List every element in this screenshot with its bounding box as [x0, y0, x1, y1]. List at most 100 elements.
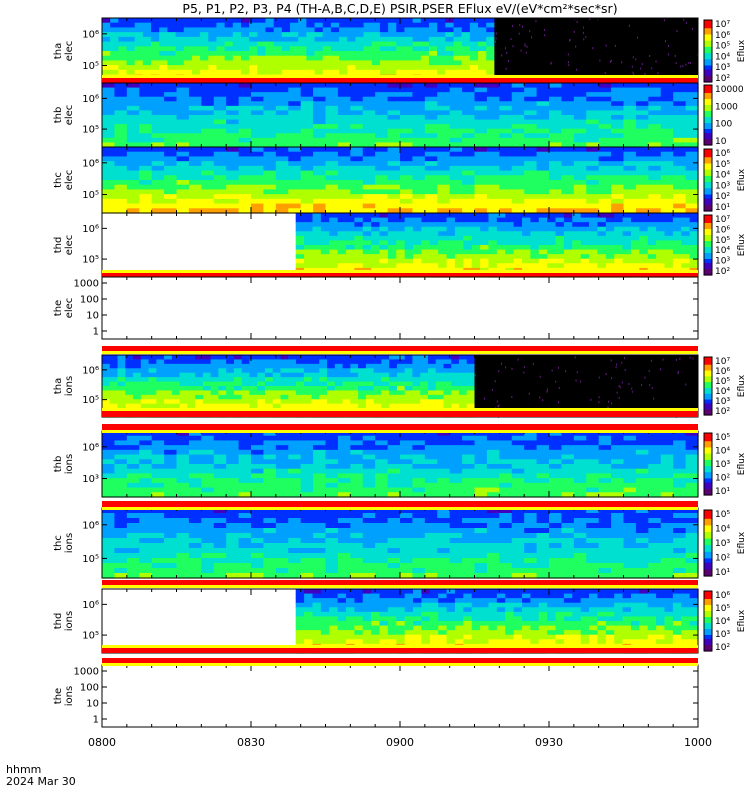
noise-speck — [491, 388, 493, 391]
heatmap-cell — [536, 478, 550, 484]
heatmap-cell — [421, 235, 431, 242]
heatmap-cell — [304, 213, 314, 219]
heatmap-cell — [549, 156, 563, 162]
heatmap-cell — [420, 403, 429, 409]
heatmap-cell — [118, 46, 128, 52]
heatmap-cell — [303, 372, 313, 378]
heatmap-cell — [226, 156, 240, 162]
heatmap-cell — [139, 96, 153, 102]
heatmap-cell — [365, 359, 375, 365]
noise-speck — [621, 361, 623, 364]
heatmap-cell — [325, 96, 339, 102]
heatmap-cell — [125, 359, 134, 365]
heatmap-cell — [480, 226, 490, 232]
heatmap-cell — [213, 478, 227, 484]
heatmap-cell — [611, 147, 625, 153]
heatmap-cell — [389, 355, 398, 361]
noise-speck — [569, 38, 571, 41]
heatmap-cell — [273, 22, 283, 29]
heatmap-cell — [313, 156, 327, 162]
heatmap-cell — [454, 231, 464, 237]
heatmap-cell — [226, 513, 240, 519]
heatmap-cell — [102, 386, 111, 392]
heatmap-cell — [249, 65, 258, 71]
heatmap-cell — [126, 180, 140, 186]
heatmap-cell — [387, 184, 401, 191]
heatmap-cell — [126, 175, 140, 181]
heatmap-cell — [373, 390, 382, 396]
heatmap-cell — [272, 403, 282, 409]
heatmap-cell — [673, 478, 687, 484]
heatmap-cell — [660, 156, 674, 162]
heatmap-cell — [303, 386, 313, 392]
heatmap-cell — [311, 359, 320, 365]
noise-speck — [557, 366, 559, 369]
colorbar-segment — [704, 101, 712, 104]
heatmap-cell — [288, 124, 302, 130]
heatmap-cell — [605, 249, 615, 255]
heatmap-cell — [421, 213, 431, 219]
heatmap-cell — [233, 394, 243, 400]
heatmap-cell — [424, 431, 438, 437]
noise-speck — [592, 47, 594, 50]
heatmap-cell — [461, 27, 471, 33]
heatmap-cell — [437, 175, 451, 181]
heatmap-cell — [139, 487, 153, 493]
heatmap-cell — [664, 254, 674, 260]
heatmap-cell — [272, 386, 282, 392]
heatmap-cell — [555, 231, 565, 237]
heatmap-cell — [300, 508, 314, 514]
heatmap-cell — [496, 240, 506, 246]
heatmap-cell — [660, 133, 674, 139]
heatmap-cell — [375, 175, 389, 181]
heatmap-cell — [511, 165, 525, 172]
colorbar-segment — [704, 237, 712, 240]
heatmap-cell — [142, 22, 152, 29]
heatmap-cell — [303, 399, 313, 405]
heatmap-cell — [443, 386, 452, 392]
heatmap-cell — [437, 464, 451, 470]
heatmap-cell — [573, 198, 587, 205]
heatmap-cell — [499, 440, 513, 446]
heatmap-cell — [524, 482, 538, 489]
heatmap-cell — [114, 156, 128, 162]
colorbar-segment — [704, 468, 712, 471]
heatmap-cell — [249, 377, 258, 383]
heatmap-cell — [300, 513, 314, 519]
heatmap-cell — [240, 69, 250, 76]
heatmap-cell — [213, 508, 227, 514]
heatmap-cell — [151, 198, 165, 205]
heatmap-cell — [134, 55, 144, 62]
heatmap-cell — [573, 445, 587, 451]
heatmap-cell — [458, 363, 468, 369]
colorbar-segment — [704, 378, 712, 381]
heatmap-cell — [635, 170, 649, 176]
heatmap-cell — [420, 386, 429, 392]
heatmap-cell — [176, 203, 190, 209]
heatmap-cell — [421, 258, 431, 264]
heatmap-cell — [429, 217, 439, 223]
heatmap-cell — [648, 482, 662, 489]
heatmap-cell — [421, 226, 431, 232]
heatmap-cell — [462, 110, 476, 116]
heatmap-cell — [151, 208, 165, 214]
heatmap-cell — [445, 46, 455, 52]
heatmap-cell — [524, 184, 538, 191]
heatmap-cell — [427, 381, 437, 387]
heatmap-cell — [511, 440, 525, 446]
noise-speck — [585, 36, 587, 39]
heatmap-cell — [496, 213, 506, 219]
heatmap-cell — [251, 83, 265, 89]
heatmap-cell — [611, 180, 625, 186]
heatmap-cell — [521, 222, 531, 228]
heatmap-cell — [462, 101, 476, 107]
heatmap-cell — [210, 368, 220, 374]
heatmap-cell — [218, 381, 227, 387]
heatmap-cell — [524, 435, 538, 442]
heatmap-cell — [319, 368, 328, 374]
heatmap-cell — [240, 60, 250, 66]
heatmap-cell — [536, 175, 550, 181]
heatmap-cell — [499, 189, 513, 195]
heatmap-cell — [630, 226, 640, 232]
